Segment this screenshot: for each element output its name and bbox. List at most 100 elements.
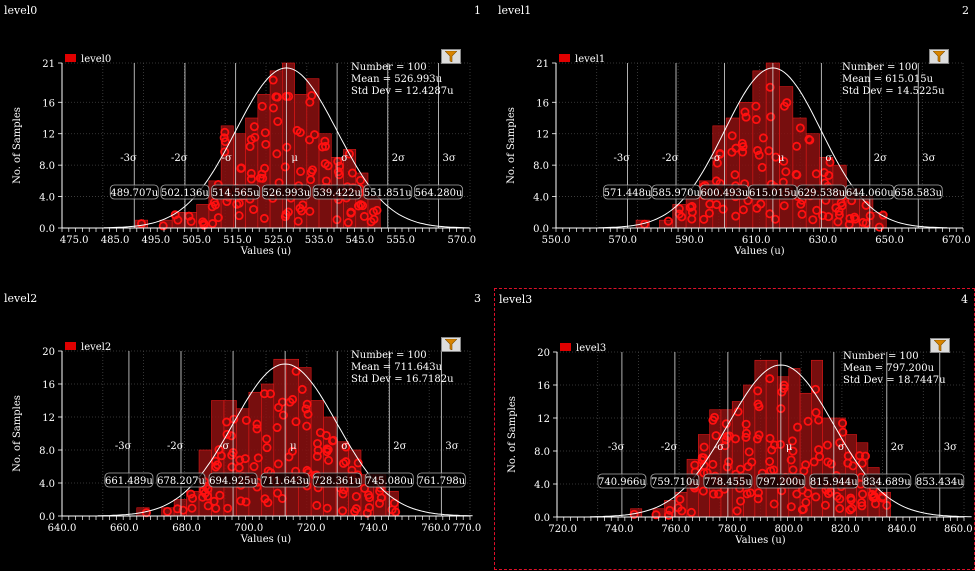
x-tick-label: 760.0 [661, 524, 690, 535]
histogram-panel-level2[interactable]: level2 3 -3σ -2σ -σ μ σ 2σ 3σ 661.489u 678.207u 694… [0, 288, 487, 570]
filter-button[interactable] [441, 49, 461, 64]
stat-mean: Mean = 526.993u [351, 74, 443, 85]
stat-std: Std Dev = 12.4287u [351, 86, 454, 97]
stat-mean: Mean = 615.015u [842, 74, 934, 85]
sample-marker [356, 200, 366, 210]
sample-marker [803, 488, 813, 498]
x-tick-label: 660.0 [110, 523, 139, 534]
x-tick-label: 495.0 [142, 235, 171, 246]
sample-marker [236, 496, 246, 506]
sample-marker [735, 464, 745, 474]
sample-marker [277, 493, 287, 503]
sample-marker [359, 211, 369, 221]
panel-title: level2 [4, 292, 38, 305]
sigma-value-box: 797.200u [756, 473, 806, 489]
sample-marker [296, 166, 306, 176]
filter-button[interactable] [441, 337, 461, 352]
sample-marker [210, 456, 220, 466]
sigma-value: 694.925u [209, 476, 257, 487]
sigma-value-box: 759.710u [650, 473, 699, 489]
x-tick-label: 740.0 [359, 523, 388, 534]
x-tick-label: 720.0 [548, 524, 577, 535]
sample-marker [188, 493, 198, 503]
filter-icon [445, 339, 457, 350]
x-tick-label: 780.0 [718, 524, 747, 535]
sample-marker [699, 214, 709, 224]
sigma-value: 489.707u [110, 188, 158, 199]
sample-marker [341, 442, 351, 452]
sample-marker [249, 204, 259, 214]
histogram-bar [765, 359, 778, 518]
sigma-value: 728.361u [313, 476, 361, 487]
y-tick-label: 12 [42, 413, 55, 424]
sample-marker [374, 498, 384, 508]
sample-marker [741, 419, 751, 429]
sample-marker [822, 440, 832, 450]
sample-marker [241, 415, 251, 425]
sigma-label: μ [290, 441, 297, 452]
sample-marker [835, 494, 845, 504]
histogram-panel-level0[interactable]: level0 1 -3σ -2σ -σ μ σ 2σ 3σ 489.707u 502.136u 514… [0, 0, 487, 282]
sigma-value-box: 526.993u [261, 184, 311, 200]
sample-marker [312, 500, 322, 510]
stat-std: Std Dev = 16.7182u [351, 374, 454, 385]
sample-marker [338, 489, 348, 499]
sample-marker [843, 451, 853, 461]
y-tick-label: 8.0 [533, 161, 549, 172]
sigma-label: -σ [714, 442, 724, 453]
sample-marker [220, 137, 230, 147]
histogram-panel-level1[interactable]: level1 2 -3σ -2σ -σ μ σ 2σ 3σ 571.448u 585.970u 600… [494, 0, 975, 282]
x-tick-label: 485.0 [101, 235, 130, 246]
filter-button[interactable] [929, 49, 949, 64]
sigma-label: 3σ [445, 441, 458, 452]
sample-marker [857, 498, 867, 508]
sample-marker [283, 207, 293, 217]
sigma-label: -2σ [661, 442, 678, 453]
sigma-value-frame [756, 473, 806, 489]
sample-marker [727, 131, 737, 141]
sample-marker [769, 465, 779, 475]
sigma-value: 600.493u [701, 188, 749, 199]
sample-marker [874, 222, 884, 232]
sample-marker [245, 142, 255, 152]
sigma-label: -3σ [120, 153, 137, 164]
sample-marker [754, 402, 764, 412]
sample-marker [249, 122, 259, 132]
sample-marker [714, 489, 724, 499]
filter-icon [934, 340, 946, 351]
sigma-label: 2σ [874, 153, 887, 164]
sample-marker [203, 491, 213, 501]
sample-marker [364, 503, 374, 513]
sample-marker [293, 216, 303, 226]
sigma-value-frame [893, 184, 943, 200]
x-tick-label: 525.0 [264, 235, 293, 246]
sigma-value: 711.643u [261, 476, 309, 487]
sample-marker [738, 147, 748, 157]
sigma-value: 615.015u [749, 188, 797, 199]
sample-marker [788, 465, 798, 475]
sample-marker [187, 503, 197, 513]
legend-label: level0 [81, 54, 111, 65]
sample-marker [860, 451, 870, 461]
sigma-value-box: 658.583u [893, 184, 943, 200]
histogram-bar [298, 367, 312, 517]
sample-marker [803, 416, 813, 426]
sigma-label: μ [778, 153, 785, 164]
sample-marker [697, 453, 707, 463]
sample-marker [753, 145, 763, 155]
sample-marker [823, 212, 833, 222]
y-tick-label: 4.0 [534, 480, 550, 491]
sample-marker [280, 162, 290, 172]
sample-marker [257, 101, 267, 111]
sigma-value: 778.455u [704, 477, 752, 488]
sample-marker [857, 458, 867, 468]
sample-marker [765, 374, 775, 384]
sample-marker [814, 415, 824, 425]
histogram-panel-level3[interactable]: level3 4 -3σ -2σ -σ μ σ 2σ 3σ 740.966u 759.710u 778… [494, 288, 975, 570]
sigma-value-box: 778.455u [703, 473, 752, 489]
sample-marker [259, 213, 269, 223]
filter-button[interactable] [930, 338, 950, 353]
x-tick-label: 505.0 [182, 235, 211, 246]
y-tick-label: 21 [42, 59, 55, 70]
sample-marker [273, 488, 283, 498]
